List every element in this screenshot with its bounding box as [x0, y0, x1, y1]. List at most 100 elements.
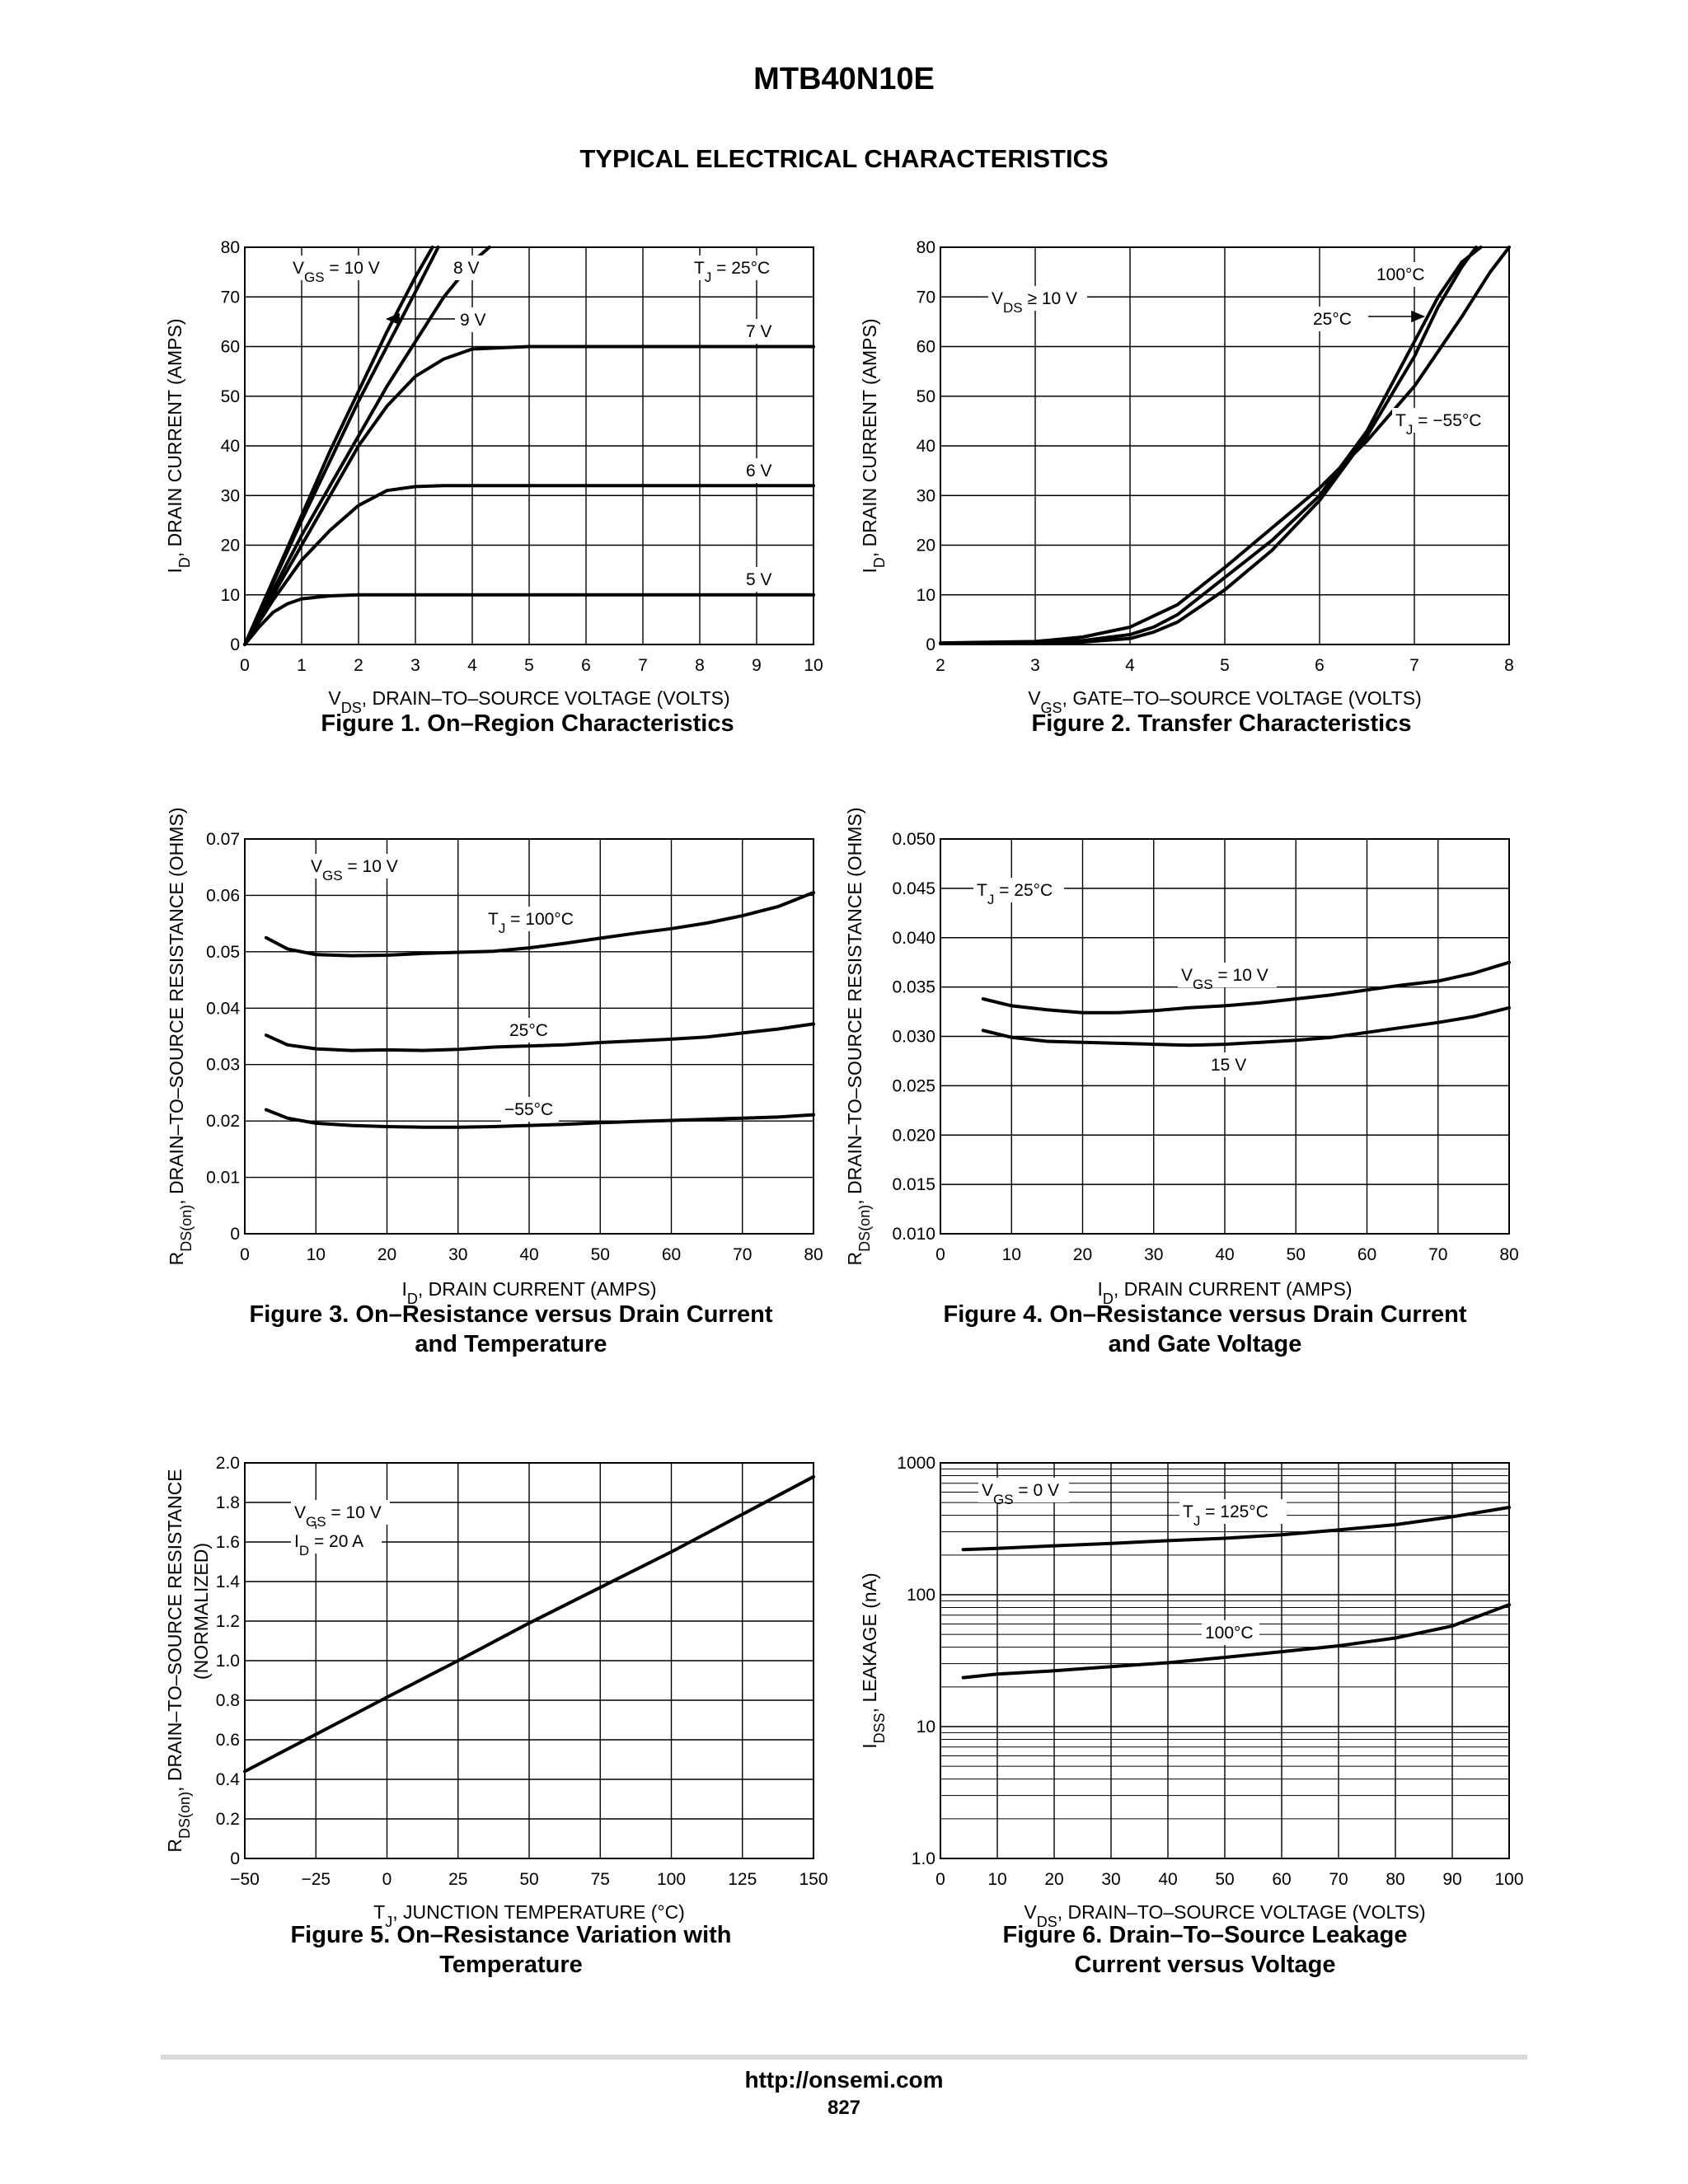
- x-axis-label: VGS, GATE–TO–SOURCE VOLTAGE (VOLTS): [1028, 687, 1422, 716]
- x-tick-label: 100: [657, 1870, 686, 1889]
- x-tick-label: 3: [1030, 656, 1040, 675]
- y-axis-label: ID, DRAIN CURRENT (AMPS): [164, 318, 193, 573]
- plot-frame: [940, 838, 1510, 1235]
- annotation-backdrop: [501, 1097, 559, 1122]
- annotation-backdrop: [1392, 408, 1499, 433]
- x-tick-label: 70: [1329, 1870, 1348, 1889]
- y-tick-label: 0.050: [892, 830, 935, 849]
- series-line-2: [981, 1005, 1511, 1047]
- figure-4-caption-line-2: and Gate Voltage: [1108, 1331, 1302, 1357]
- annotation-backdrop: [450, 255, 483, 280]
- annotation-backdrop: [1179, 1499, 1287, 1524]
- annotation-backdrop: [1207, 1052, 1249, 1077]
- annotation-backdrop: [743, 458, 776, 483]
- page-title: MTB40N10E: [753, 62, 935, 96]
- curve-annotation: 6 V: [746, 462, 772, 480]
- figure-3-caption: Figure 3. On–Resistance versus Drain Cur…: [185, 1300, 837, 1359]
- x-tick-label: 0: [935, 1870, 945, 1889]
- curve-annotation: 100°C: [1376, 265, 1425, 284]
- y-tick-label: 0.03: [206, 1056, 240, 1075]
- annotation-backdrop: [743, 319, 776, 344]
- gridlines: [245, 839, 814, 1234]
- annotation-backdrop: [506, 1018, 556, 1043]
- figure-6-caption-line-1: Figure 6. Drain–To–Source Leakage: [1002, 1922, 1408, 1948]
- y-tick-label: 0.8: [216, 1691, 240, 1710]
- series-line-1: [939, 246, 1478, 645]
- y-tick-label: 0.020: [892, 1126, 935, 1145]
- x-tick-label: 5: [524, 656, 534, 675]
- gridlines: [245, 247, 814, 644]
- y-tick-label: 1.0: [912, 1849, 935, 1868]
- y-tick-label: 0.2: [216, 1810, 240, 1829]
- figure-6-caption: Figure 6. Drain–To–Source Leakage Curren…: [879, 1920, 1531, 1980]
- y-tick-label: 0.030: [892, 1028, 935, 1047]
- curve-annotation: 7 V: [746, 322, 772, 341]
- y-tick-label: 40: [917, 437, 935, 456]
- y-tick-label: 80: [221, 238, 240, 257]
- y-tick-label: 1.6: [216, 1533, 240, 1552]
- series-line-1: [264, 891, 815, 958]
- leader-9v-arrow: [385, 312, 400, 326]
- annotation-backdrop: [1202, 1620, 1259, 1645]
- y-tick-label: 0.010: [892, 1225, 935, 1244]
- curve-annotation: VGS = 10 V: [1181, 966, 1268, 992]
- x-tick-label: 50: [1215, 1870, 1234, 1889]
- y-tick-label: 0.6: [216, 1731, 240, 1750]
- section-title: TYPICAL ELECTRICAL CHARACTERISTICS: [579, 144, 1109, 173]
- curve-annotation: TJ = −55°C: [1395, 411, 1481, 438]
- footer-url: http://onsemi.com: [744, 2067, 944, 2093]
- annotation-backdrop: [988, 286, 1087, 311]
- figure-1-chart: 0 1 2 3 4 5 6 7 8 9 10 0 10 20 30 40 50 60 70 80 VDS, DRAIN–…: [164, 238, 823, 716]
- y-axis-label: ID, DRAIN CURRENT (AMPS): [859, 318, 888, 573]
- annotation-backdrop: [485, 907, 584, 931]
- y-tick-label: 0: [230, 1849, 240, 1868]
- x-tick-label: 60: [1272, 1870, 1291, 1889]
- x-tick-label: 40: [1215, 1245, 1234, 1264]
- x-tick-label: 30: [1144, 1245, 1163, 1264]
- x-tick-label: 75: [591, 1870, 610, 1889]
- series-line-6: [243, 593, 815, 646]
- curve-annotation: 8 V: [453, 259, 480, 278]
- series-line-1: [243, 1474, 815, 1774]
- figure-4-chart: 0 10 20 30 40 50 60 70 80 0.010 0.015 0.020 0.025 0.0…: [844, 808, 1519, 1307]
- annotation-backdrop: [457, 307, 490, 332]
- y-tick-label: 0.035: [892, 978, 935, 997]
- x-tick-label: 5: [1220, 656, 1230, 675]
- series-line-2: [961, 1603, 1511, 1680]
- figure-3-chart: 0 10 20 30 40 50 60 70 80 0 0.01 0.02 0.03 0.04 0.05 0.…: [166, 808, 823, 1307]
- x-tick-label: 6: [1315, 656, 1325, 675]
- y-tick-label: 0.015: [892, 1175, 935, 1194]
- x-tick-label: 30: [448, 1245, 467, 1264]
- annotation-backdrop: [289, 255, 388, 280]
- plot-frame: [940, 1462, 1510, 1859]
- plot-frame: [244, 838, 814, 1235]
- y-axis-label-2: (NORMALIZED): [190, 1543, 212, 1680]
- figure-5-chart: −50 −25 0 25 50 75 100 125 150 0 0.2 0.4 0.6 0.8 1.0 1.…: [164, 1454, 828, 1930]
- x-tick-label: 10: [987, 1870, 1006, 1889]
- x-tick-label: 7: [638, 656, 648, 675]
- annotation-backdrop: [291, 1500, 390, 1525]
- x-tick-label: 8: [695, 656, 705, 675]
- x-tick-label: 80: [804, 1245, 823, 1264]
- curve-annotation: TJ = 25°C: [977, 881, 1053, 907]
- figure-2-caption-line-1: Figure 2. Transfer Characteristics: [1031, 710, 1412, 737]
- x-tick-label: 0: [240, 656, 250, 675]
- y-tick-label: 2.0: [216, 1454, 240, 1473]
- curve-annotation: VGS = 10 V: [311, 857, 398, 883]
- curve-annotation: 100°C: [1205, 1624, 1254, 1643]
- plot-frame: [244, 246, 814, 645]
- x-tick-label: 20: [377, 1245, 396, 1264]
- figure-6-caption-line-2: Current versus Voltage: [1074, 1952, 1336, 1978]
- x-tick-label: 70: [1428, 1245, 1447, 1264]
- y-tick-label: 10: [917, 586, 935, 605]
- x-tick-label: 0: [935, 1245, 945, 1264]
- x-axis-label: TJ, JUNCTION TEMPERATURE (°C): [373, 1901, 685, 1930]
- curve-annotation: 5 V: [746, 570, 772, 589]
- x-tick-label: −25: [301, 1870, 331, 1889]
- y-tick-label: 0: [926, 635, 935, 654]
- y-tick-label: 0: [230, 635, 240, 654]
- figure-3-caption-line-2: and Temperature: [415, 1331, 607, 1357]
- series-line-2: [243, 246, 440, 646]
- annotation-backdrop: [307, 854, 406, 879]
